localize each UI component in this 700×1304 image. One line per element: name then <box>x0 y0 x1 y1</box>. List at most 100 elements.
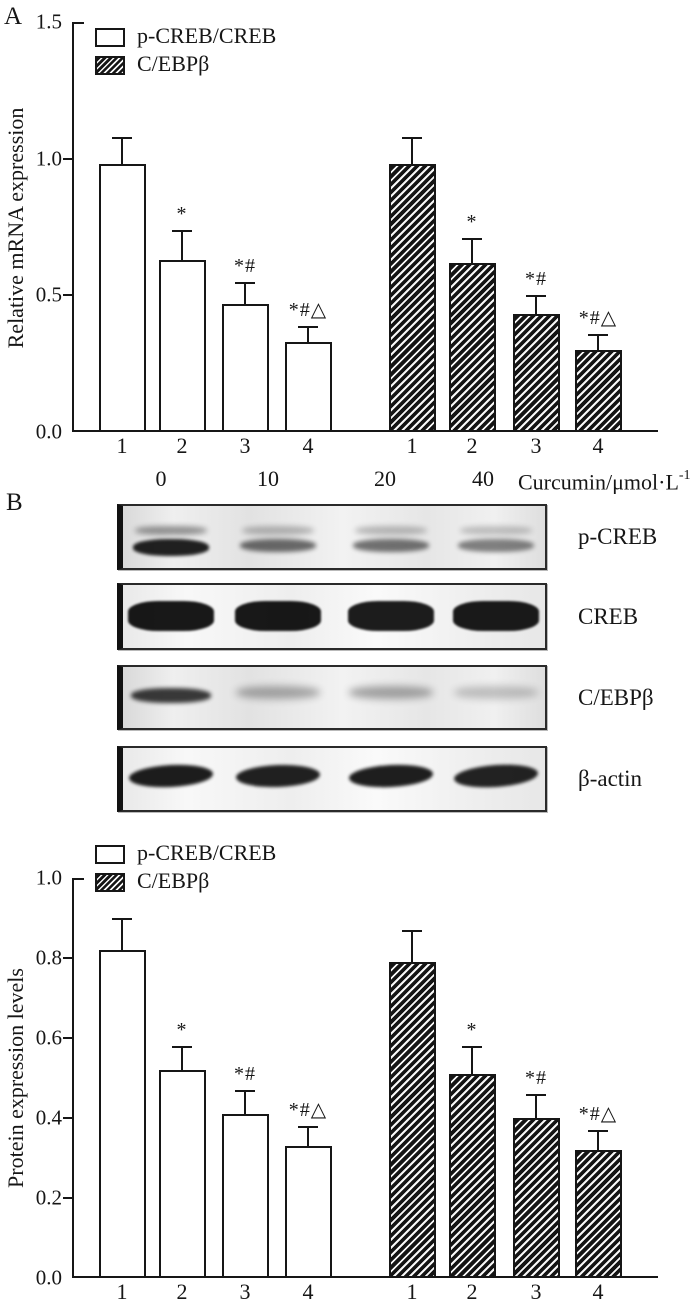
error-bar <box>597 1130 599 1150</box>
x-axis <box>72 430 658 432</box>
y-tick <box>63 1037 72 1039</box>
blot-band <box>454 686 538 699</box>
error-bar-cap <box>588 334 608 336</box>
blot-band <box>348 762 434 790</box>
blot-band-faint <box>135 526 207 535</box>
y-tick-label: 0.8 <box>35 945 62 970</box>
x-tick-label: 3 <box>239 1279 251 1304</box>
concentration-label: 0 <box>155 466 167 491</box>
y-tick <box>63 1117 72 1119</box>
error-bar <box>535 1094 537 1118</box>
error-bar-cap <box>402 137 422 139</box>
bar-hatch-2 <box>448 263 496 432</box>
y-tick-label: 1.0 <box>35 146 62 171</box>
error-bar <box>181 1046 183 1070</box>
blot-band-faint <box>355 526 427 535</box>
concentration-label: 10 <box>257 466 279 491</box>
blot-band <box>235 763 321 789</box>
x-tick-label: 1 <box>406 433 418 458</box>
concentration-label: 20 <box>374 466 396 491</box>
blot-band <box>348 601 434 631</box>
y-axis-top-tick <box>72 878 84 880</box>
x-tick-label: 1 <box>406 1279 418 1304</box>
legend-hatch-label-bottom: C/EBPβ <box>137 868 210 893</box>
x-tick-label: 4 <box>302 1279 314 1304</box>
y-tick-label: 0.6 <box>35 1025 62 1050</box>
blot-band <box>236 686 320 699</box>
significance-marker: * <box>176 203 188 225</box>
blot-band <box>458 539 534 552</box>
error-bar-cap <box>588 1130 608 1132</box>
error-bar-cap <box>526 295 546 297</box>
blot-3 <box>117 665 547 730</box>
bar-open-1 <box>98 950 146 1278</box>
panel-b-letter: B <box>6 489 23 516</box>
legend-hatch-swatch <box>95 56 125 75</box>
y-axis <box>72 878 74 1278</box>
curcumin-axis-label: Curcumin/μmol·L-1 <box>518 465 691 495</box>
y-tick-label: 0.0 <box>35 419 62 444</box>
blot-label: β-actin <box>578 766 643 791</box>
x-tick-label: 3 <box>530 1279 542 1304</box>
blot-band <box>453 762 539 790</box>
x-tick-label: 2 <box>176 1279 188 1304</box>
error-bar-cap <box>112 918 132 920</box>
significance-marker: *#△ <box>578 307 618 329</box>
error-bar <box>307 1126 309 1146</box>
y-axis-top-tick <box>72 22 84 24</box>
error-bar <box>411 137 413 164</box>
legend-hatch-label: C/EBPβ <box>137 51 210 76</box>
panel-a-letter: A <box>4 3 23 30</box>
x-tick-label: 2 <box>466 1279 478 1304</box>
bar-open-3 <box>221 304 269 432</box>
blot-band <box>235 601 321 631</box>
x-tick-label: 2 <box>176 433 188 458</box>
blot-band <box>240 539 316 552</box>
significance-marker: *#△ <box>288 1099 328 1121</box>
y-tick <box>63 957 72 959</box>
blot-label: CREB <box>578 603 639 629</box>
bar-open-2 <box>158 1070 206 1278</box>
bar-hatch-4 <box>574 1150 622 1278</box>
legend-open-label: p-CREB/CREB <box>137 23 277 48</box>
x-tick-label: 1 <box>116 1279 128 1304</box>
bar-open-1 <box>98 164 146 432</box>
legend-open-label-bottom: p-CREB/CREB <box>137 840 277 865</box>
curcumin-axis-label-sup: -1 <box>678 468 691 483</box>
blot-2 <box>117 583 547 650</box>
blot-4 <box>117 746 547 812</box>
significance-marker: * <box>466 1019 478 1041</box>
x-axis <box>72 1276 658 1278</box>
bar-open-4 <box>284 342 332 432</box>
error-bar-cap <box>298 326 318 328</box>
significance-marker: *# <box>234 255 256 277</box>
y-tick <box>63 1197 72 1199</box>
significance-marker: * <box>466 211 478 233</box>
error-bar-cap <box>526 1094 546 1096</box>
blot-band <box>128 762 214 790</box>
blot-1 <box>117 504 547 570</box>
chart-bottom-y-axis-title: Protein expression levels <box>3 968 28 1188</box>
y-axis <box>72 22 74 432</box>
error-bar-cap <box>402 930 422 932</box>
x-tick-label: 1 <box>116 433 128 458</box>
curcumin-axis-label-text: Curcumin/μmol·L <box>518 469 679 495</box>
error-bar-cap <box>235 1090 255 1092</box>
error-bar <box>307 326 309 342</box>
error-bar <box>471 1046 473 1074</box>
error-bar <box>121 137 123 164</box>
y-tick-label: 0.5 <box>35 282 62 307</box>
error-bar-cap <box>172 1046 192 1048</box>
blot-label: C/EBPβ <box>578 684 654 710</box>
error-bar <box>244 282 246 304</box>
blot-band <box>453 601 539 631</box>
blot-band <box>349 686 433 699</box>
error-bar-cap <box>462 238 482 240</box>
bar-hatch-1 <box>388 164 436 432</box>
error-bar <box>597 334 599 350</box>
chart-a-y-axis-title: Relative mRNA expression <box>3 107 28 349</box>
x-tick-label: 4 <box>302 433 314 458</box>
blot-band <box>353 539 429 552</box>
blot-band <box>128 601 214 631</box>
